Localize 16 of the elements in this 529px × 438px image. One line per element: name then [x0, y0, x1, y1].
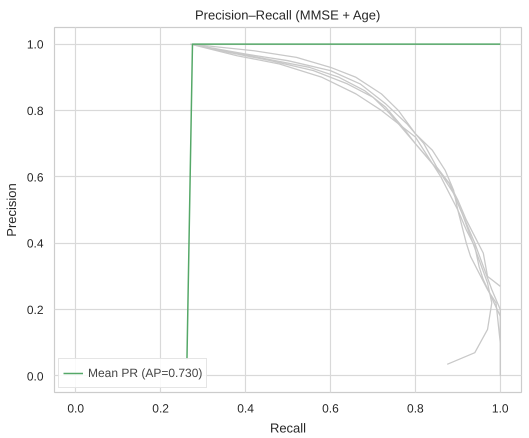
- y-tick-label: 1.0: [26, 38, 44, 52]
- x-tick-label: 1.0: [492, 402, 509, 416]
- y-tick-label: 0.0: [26, 369, 44, 384]
- x-tick-label: 0.4: [237, 402, 254, 416]
- y-tick-label: 0.4: [26, 236, 44, 251]
- x-tick-label: 0.8: [407, 402, 424, 416]
- y-tick-label: 0.2: [26, 303, 44, 318]
- chart-title: Precision–Recall (MMSE + Age): [194, 8, 380, 22]
- x-tick-label: 0.2: [152, 402, 170, 416]
- x-tick-label: 0.0: [67, 402, 84, 416]
- y-tick-label: 0.6: [26, 170, 44, 184]
- y-axis-title: Precision: [4, 183, 19, 237]
- legend-label: Mean PR (AP=0.730): [88, 366, 202, 380]
- y-tick-label: 0.8: [26, 104, 44, 118]
- x-tick-label: 0.6: [322, 402, 340, 416]
- x-axis-title: Recall: [270, 420, 306, 436]
